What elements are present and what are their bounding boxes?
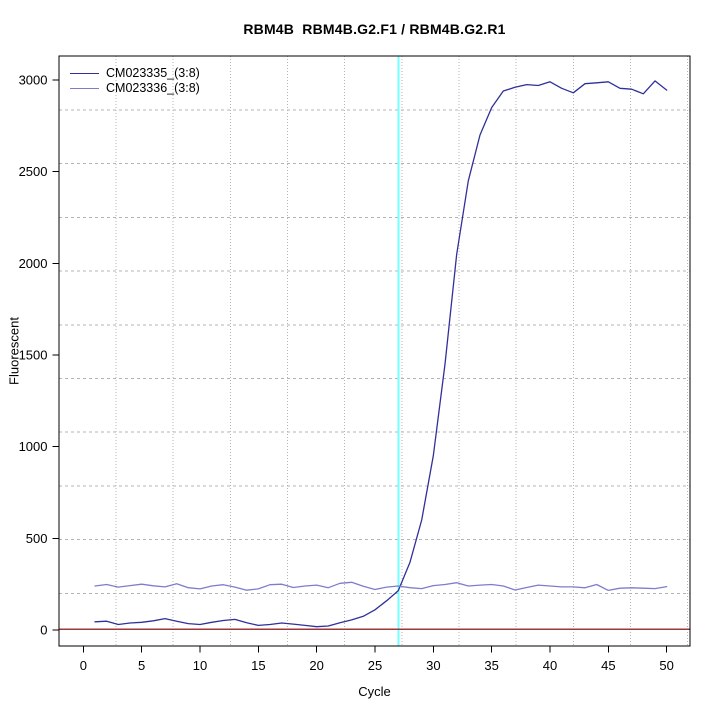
- legend-label: CM023335_(3:8): [106, 66, 200, 80]
- plot-border: [58, 55, 691, 647]
- legend-line-swatch: [70, 88, 99, 89]
- x-axis-label: Cycle: [358, 684, 391, 699]
- series-lines: [94, 80, 668, 628]
- series-line-CM023335: [94, 80, 668, 628]
- plot-title: RBM4B RBM4B.G2.F1 / RBM4B.G2.R1: [243, 21, 506, 37]
- x-tick-label: 25: [368, 658, 382, 673]
- legend: CM023335_(3:8) CM023336_(3:8): [70, 66, 200, 96]
- x-tick-label: 20: [309, 658, 323, 673]
- axis-ticks: [52, 79, 668, 653]
- legend-item: CM023335_(3:8): [70, 66, 200, 81]
- x-tick-label: 35: [484, 658, 498, 673]
- series-line-CM023336: [94, 581, 668, 592]
- y-tick-label: 2500: [19, 164, 48, 179]
- x-tick-label: 40: [543, 658, 557, 673]
- x-tick-label: 0: [80, 658, 87, 673]
- y-tick-label: 1500: [19, 348, 48, 363]
- y-tick-label: 2000: [19, 256, 48, 271]
- legend-item: CM023336_(3:8): [70, 81, 200, 96]
- y-tick-label: 1000: [19, 439, 48, 454]
- x-tick-label: 30: [426, 658, 440, 673]
- gridlines: [59, 56, 690, 646]
- y-tick-label: 3000: [19, 73, 48, 88]
- x-tick-label: 50: [659, 658, 673, 673]
- axis-tick-labels: 0 5 10 15 20 25 30 35 40 45 5005001000150020002500…: [19, 73, 674, 673]
- legend-label: CM023336_(3:8): [106, 81, 200, 95]
- x-tick-label: 5: [138, 658, 145, 673]
- y-tick-label: 0: [40, 623, 47, 638]
- legend-line-swatch: [70, 73, 99, 74]
- y-tick-label: 500: [26, 531, 48, 546]
- x-tick-label: 45: [601, 658, 615, 673]
- x-tick-label: 10: [193, 658, 207, 673]
- x-tick-label: 15: [251, 658, 265, 673]
